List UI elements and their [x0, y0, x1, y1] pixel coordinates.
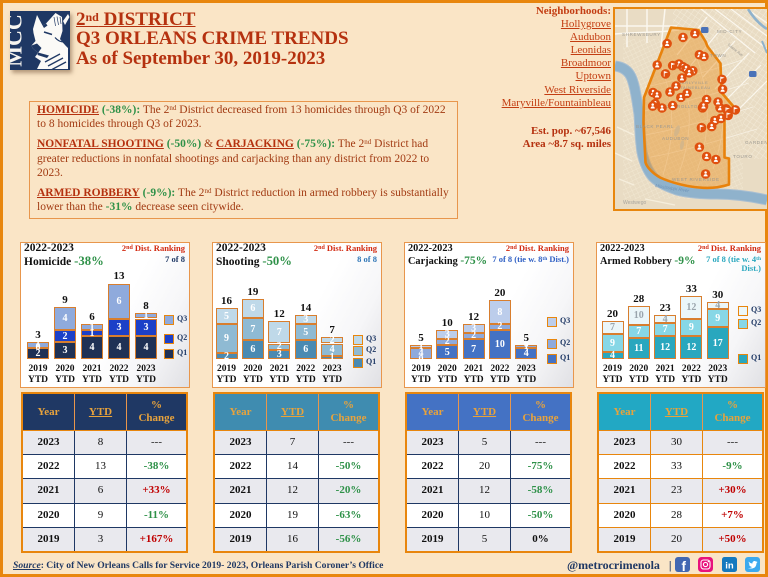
svg-text:BLACK PEARL: BLACK PEARL [636, 124, 674, 129]
svg-text:SHREWSBURY: SHREWSBURY [622, 32, 661, 37]
svg-text:Westwego: Westwego [623, 200, 646, 206]
svg-text:AUDUBON: AUDUBON [662, 136, 689, 141]
svg-text:Mississippi River: Mississippi River [655, 183, 690, 193]
svg-text:MID-CITY: MID-CITY [717, 29, 742, 34]
svg-text:MCC: MCC [10, 14, 27, 67]
svg-text:TOURO: TOURO [733, 154, 753, 159]
svg-text:FONTAINEBLEAU: FONTAINEBLEAU [670, 85, 711, 90]
svg-text:MARLYVILLE: MARLYVILLE [678, 80, 708, 85]
svg-text:CARROLLTON: CARROLLTON [666, 104, 702, 109]
svg-text:f: f [682, 558, 687, 571]
svg-text:WEST RIVERSIDE: WEST RIVERSIDE [672, 177, 720, 182]
svg-text:TOWN: TOWN [710, 53, 726, 58]
svg-text:in: in [725, 560, 734, 571]
svg-text:GARDEN: GARDEN [745, 140, 767, 145]
